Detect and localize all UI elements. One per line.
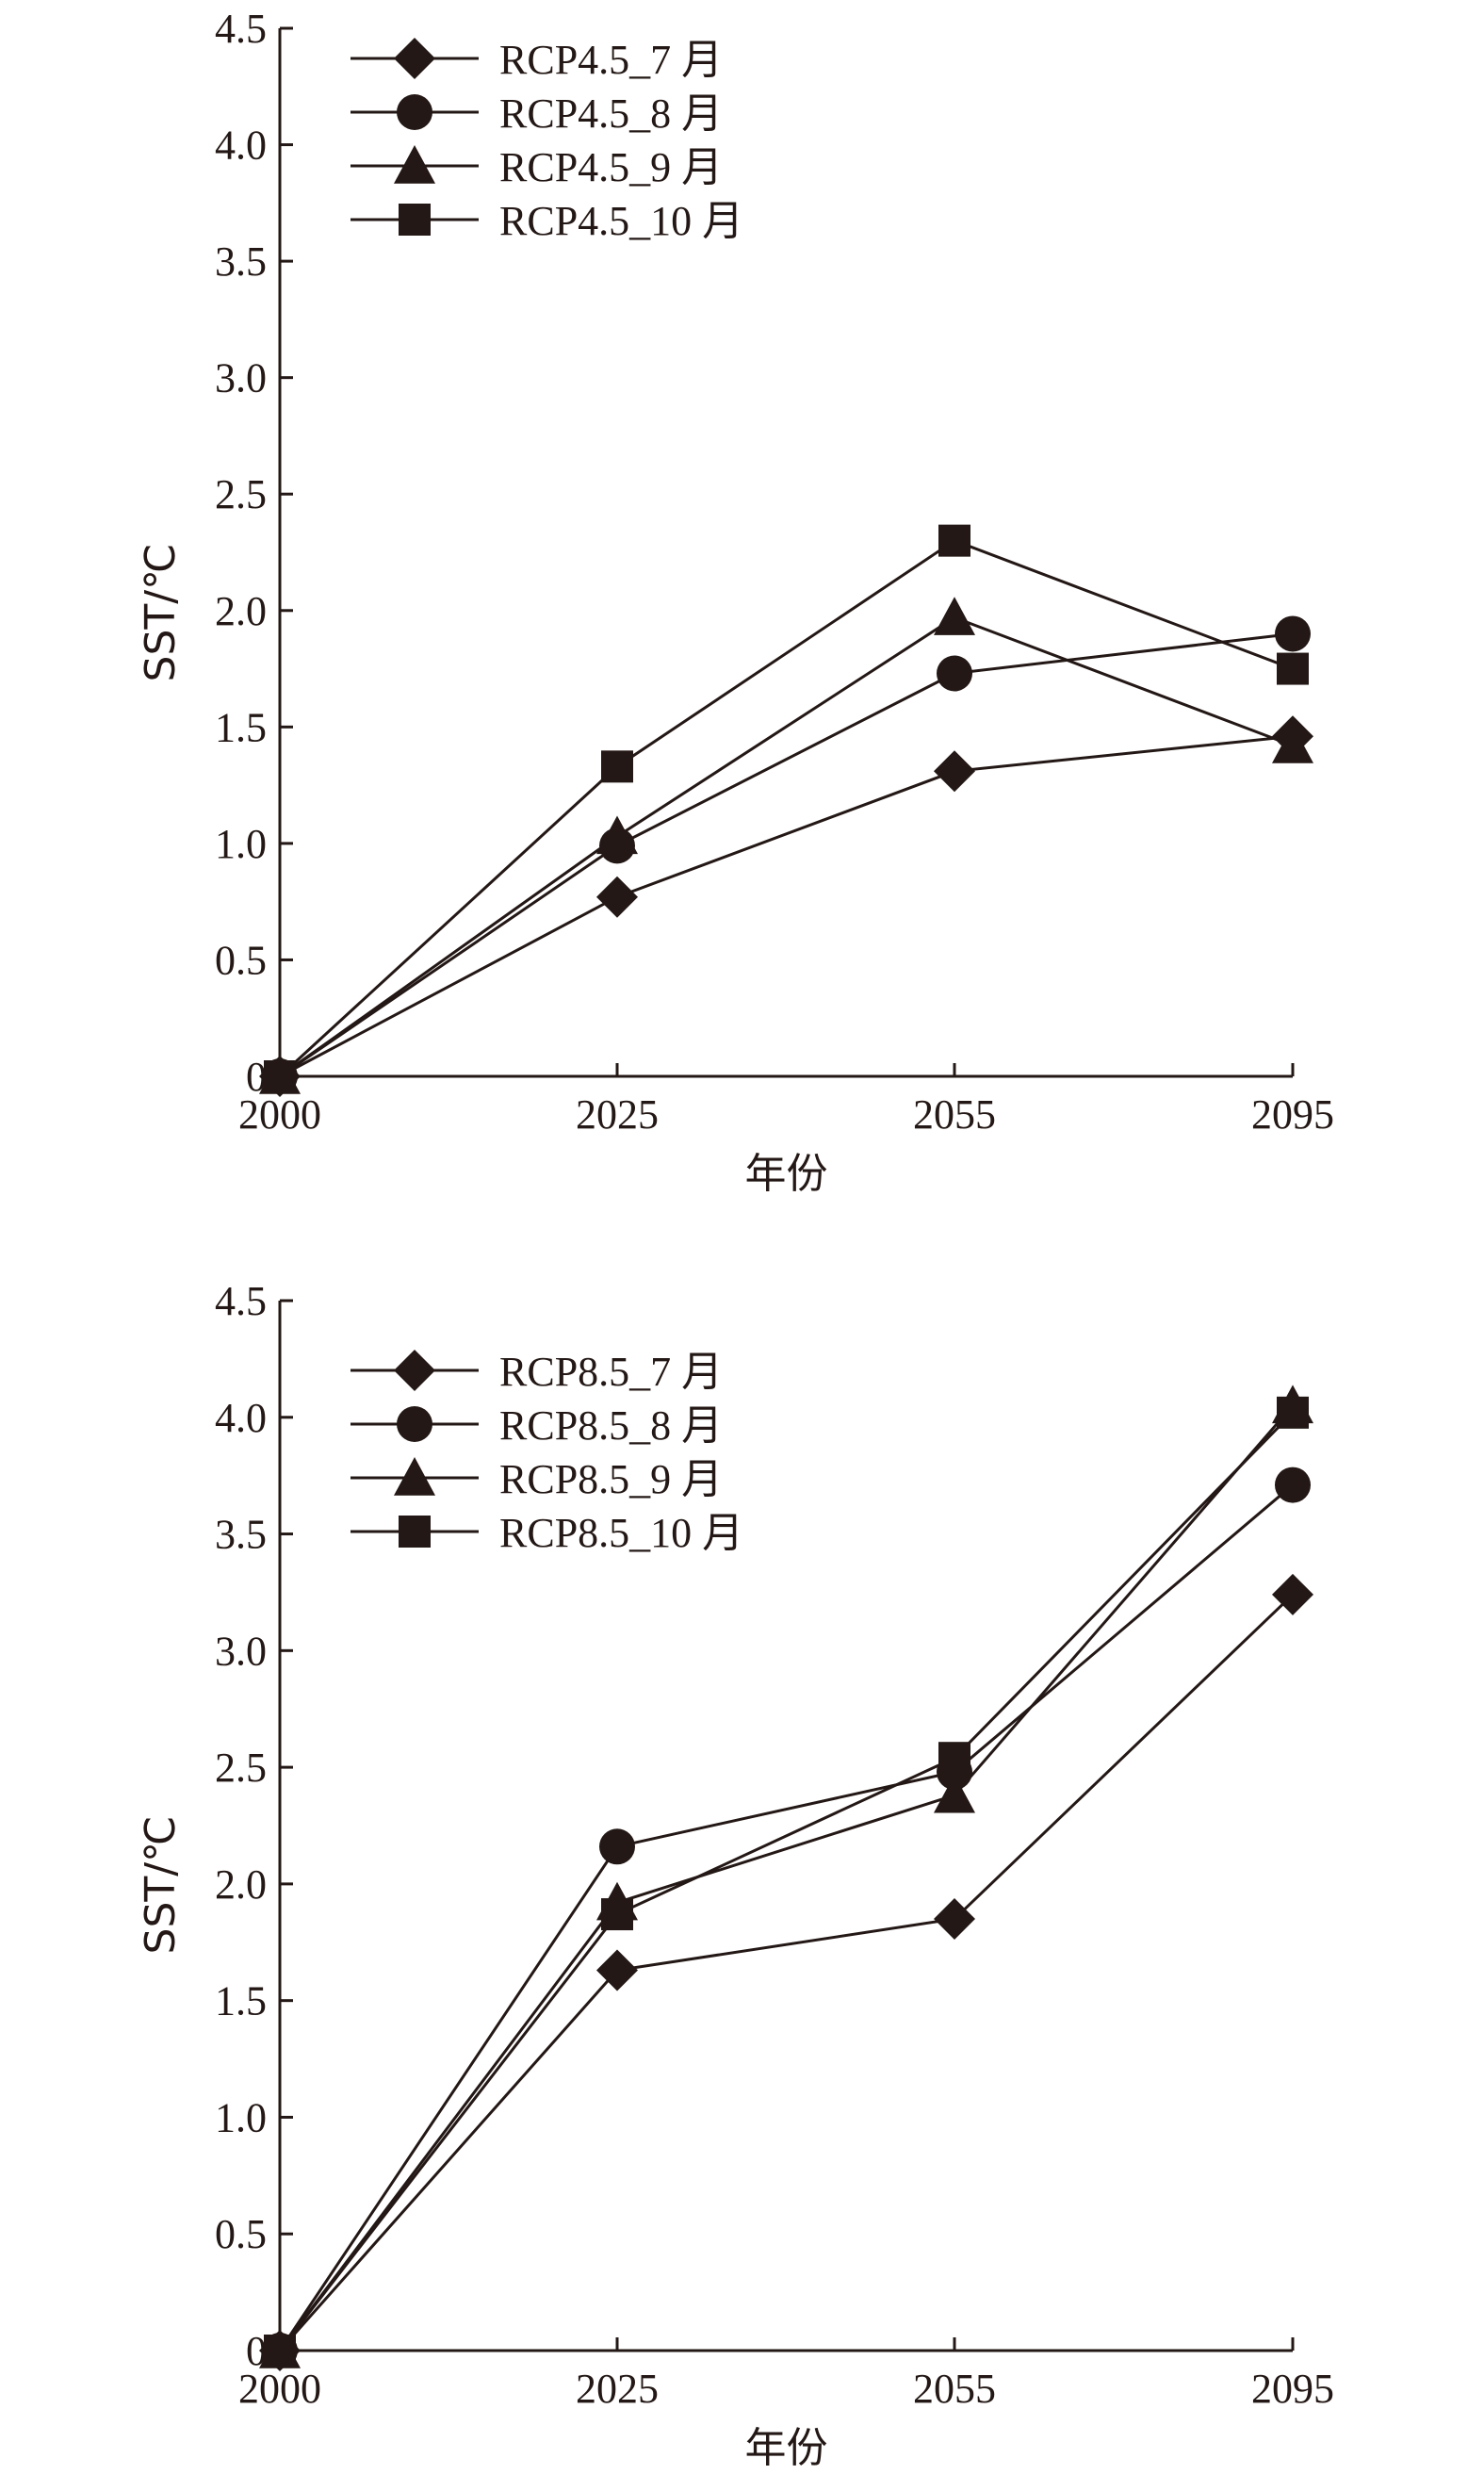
legend-marker-1-4 (399, 204, 431, 236)
y-tick-label-2: 3.0 (215, 1628, 267, 1674)
y-tick-label-2: 4.5 (215, 1278, 267, 1324)
series-line-1-3 (279, 615, 1294, 1078)
series-line-2-2 (278, 1483, 1294, 2352)
legend-marker-2-1 (394, 1350, 435, 1391)
series-line-1-2 (279, 631, 1294, 1078)
series-line-1-1 (279, 734, 1294, 1078)
y-tick-label-2: 2.0 (215, 1861, 267, 1908)
x-tick-label-2: 2000 (238, 2366, 321, 2412)
legend-label-2-4: RCP8.5_10 月 (499, 1510, 743, 1556)
data-point-2-1 (1272, 1573, 1313, 1615)
y-tick-label-1: 3.5 (215, 238, 267, 285)
x-tick-label-1: 2000 (238, 1091, 321, 1138)
data-point-2-2 (599, 1828, 635, 1865)
data-point-2-1 (596, 1949, 638, 1991)
y-tick-label-2: 3.5 (215, 1512, 267, 1558)
x-tick-label-2: 2095 (1251, 2366, 1334, 2412)
x-tick-label-1: 2025 (576, 1091, 659, 1138)
legend-label-2-2: RCP8.5_8 月 (499, 1402, 723, 1449)
series-line-1-4 (278, 538, 1294, 1078)
y-tick-label-2: 2.5 (215, 1745, 267, 1791)
legend-label-2-3: RCP8.5_9 月 (499, 1456, 723, 1502)
data-point-2-1 (934, 1898, 975, 1941)
legend-label-1-2: RCP4.5_8 月 (499, 90, 723, 137)
legend-marker-1-2 (397, 94, 432, 130)
legend-marker-1-1 (394, 38, 435, 79)
x-tick-label-1: 2055 (913, 1091, 996, 1138)
y-tick-label-2: 1.0 (215, 2094, 267, 2140)
data-point-2-4 (601, 1898, 633, 1931)
data-point-1-2 (1275, 615, 1311, 652)
y-tick-label-1: 0 (246, 1054, 267, 1100)
data-point-1-3 (1272, 725, 1313, 763)
y-tick-label-1: 3.0 (215, 355, 267, 402)
series-line-2-3 (278, 1404, 1295, 2352)
x-axis-title-1: 年份 (745, 1150, 828, 1198)
y-tick-label-1: 4.5 (215, 6, 267, 52)
data-point-1-4 (264, 1060, 296, 1092)
y-axis-title-1: SST/℃ (137, 544, 185, 682)
data-point-1-4 (601, 750, 633, 783)
data-point-2-2 (1275, 1467, 1311, 1503)
data-point-1-4 (1277, 652, 1309, 685)
y-tick-label-2: 1.5 (215, 1978, 267, 2024)
y-tick-label-2: 4.0 (215, 1395, 267, 1441)
y-tick-label-2: 0 (246, 2328, 267, 2374)
legend-label-1-3: RCP4.5_9 月 (499, 144, 723, 190)
y-tick-label-1: 2.0 (215, 588, 267, 634)
legend-label-1-4: RCP4.5_10 月 (499, 198, 743, 244)
legend-label-1-1: RCP4.5_7 月 (499, 37, 723, 83)
x-tick-label-1: 2095 (1251, 1091, 1334, 1138)
y-tick-label-1: 2.5 (215, 471, 267, 517)
data-point-2-4 (264, 2335, 296, 2367)
data-point-1-4 (938, 524, 970, 557)
series-line-2-1 (278, 1593, 1295, 2352)
data-point-1-3 (934, 597, 975, 635)
x-axis-title-2: 年份 (745, 2424, 828, 2472)
data-point-2-3 (934, 1774, 975, 1813)
legend-marker-1-3 (394, 145, 435, 184)
x-tick-label-2: 2055 (913, 2366, 996, 2412)
legend-marker-2-3 (394, 1457, 435, 1496)
series-line-2-4 (278, 1411, 1295, 2352)
legend-marker-2-4 (399, 1516, 431, 1548)
y-tick-label-1: 4.0 (215, 123, 267, 169)
legend-label-2-1: RCP8.5_7 月 (499, 1349, 723, 1395)
data-point-1-1 (934, 750, 975, 793)
y-tick-label-2: 0.5 (215, 2211, 267, 2257)
x-tick-label-2: 2025 (576, 2366, 659, 2412)
y-tick-label-1: 1.5 (215, 704, 267, 750)
y-tick-label-1: 1.0 (215, 821, 267, 867)
data-point-1-2 (937, 655, 972, 692)
y-tick-label-1: 0.5 (215, 937, 267, 983)
data-point-2-4 (938, 1742, 970, 1775)
legend-marker-2-2 (397, 1406, 432, 1442)
y-axis-title-2: SST/℃ (137, 1816, 185, 1955)
data-point-1-3 (596, 815, 638, 855)
data-point-1-1 (596, 876, 638, 918)
data-point-2-4 (1277, 1396, 1309, 1429)
